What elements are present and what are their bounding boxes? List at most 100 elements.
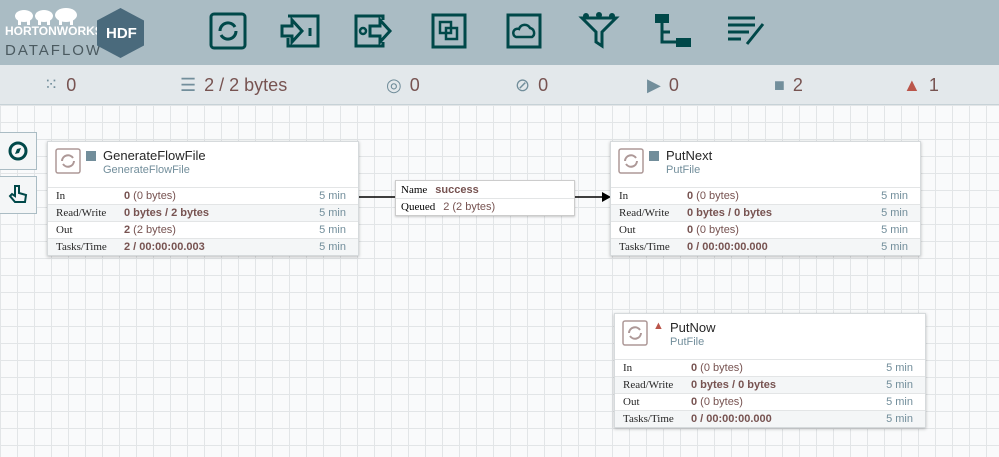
- stat-window: 5 min: [886, 396, 913, 408]
- warning-icon: ▲: [653, 320, 664, 332]
- input-port-icon[interactable]: [280, 10, 322, 52]
- brand-name: HORTONWORKS: [5, 24, 103, 38]
- stats-row: In 0 (0 bytes) 5 min: [611, 187, 920, 204]
- output-port-icon[interactable]: [353, 10, 395, 52]
- stats-row: In 0 (0 bytes) 5 min: [615, 359, 925, 376]
- processor-putnext[interactable]: PutNext PutFile In 0 (0 bytes) 5 min Read/Wri…: [610, 141, 921, 256]
- stat-label: In: [56, 190, 66, 202]
- processor-generateflowfile[interactable]: GenerateFlowFile GenerateFlowFile In 0 (0 b…: [47, 141, 359, 256]
- stat-label: In: [623, 362, 633, 374]
- stat-size: (0 bytes): [693, 224, 739, 236]
- stat-count: 0: [124, 190, 131, 202]
- processor-name: GenerateFlowFile: [103, 148, 206, 163]
- stat-window: 5 min: [881, 224, 908, 236]
- stat-count: 2: [124, 224, 131, 236]
- hdf-badge: HDF: [97, 8, 144, 58]
- stat-window: 5 min: [881, 207, 908, 219]
- stats-row: Out 0 (0 bytes) 5 min: [611, 221, 920, 238]
- stats-row: Out 0 (0 bytes) 5 min: [615, 393, 925, 410]
- processor-name: PutNext: [666, 148, 713, 163]
- stat-label: Read/Write: [56, 207, 107, 219]
- processor-name: PutNow: [670, 320, 716, 335]
- connection-name: success: [435, 183, 479, 196]
- stop-icon: ■: [774, 74, 785, 95]
- stat-value: 2 / 00:00:00.003: [124, 241, 319, 253]
- stat-window: 5 min: [886, 362, 913, 374]
- processor-type: PutFile: [670, 336, 705, 348]
- stat-value: 0 / 00:00:00.000: [691, 413, 886, 425]
- stat-value: 0 (0 bytes): [124, 190, 319, 202]
- processor-putnow[interactable]: ▲ PutNow PutFile In 0 (0 bytes) 5 min Read/Wri…: [614, 313, 926, 428]
- stat-label: Tasks/Time: [619, 241, 670, 253]
- stat-value: 0 (0 bytes): [687, 190, 881, 202]
- list-icon: ☰: [180, 74, 197, 95]
- stat-size: (2 bytes): [130, 224, 176, 236]
- stat-count: 0: [691, 396, 698, 408]
- status-value: 0: [538, 74, 549, 95]
- template-icon[interactable]: [652, 10, 694, 52]
- stat-size: (0 bytes): [693, 190, 739, 202]
- header: HORTONWORKS DATAFLOW HDF: [0, 0, 999, 65]
- label-icon[interactable]: [725, 10, 767, 52]
- stat-value: 0 (0 bytes): [687, 224, 881, 236]
- stat-value: 0 (0 bytes): [691, 362, 886, 374]
- stopped-icon: [86, 151, 96, 161]
- stat-size: (0 bytes): [697, 396, 743, 408]
- stat-label: Tasks/Time: [623, 413, 674, 425]
- stats-row: In 0 (0 bytes) 5 min: [48, 187, 358, 204]
- product-name: DATAFLOW: [5, 42, 103, 59]
- status-queued: ☰ 2 / 2 bytes: [180, 74, 287, 96]
- stat-value: 0 / 00:00:00.000: [687, 241, 881, 253]
- stats-row: Read/Write 0 bytes / 0 bytes 5 min: [611, 204, 920, 221]
- processor-icon: [618, 148, 644, 174]
- status-value: 0: [668, 74, 679, 95]
- stat-count: 0: [687, 224, 694, 236]
- remote-process-group-icon[interactable]: [503, 10, 545, 52]
- warning-icon: ▲: [903, 74, 921, 95]
- funnel-icon[interactable]: [578, 10, 620, 52]
- connection-name-label: Name: [401, 183, 428, 196]
- status-value: 2: [792, 74, 803, 95]
- target-slash-icon: ⊘: [515, 74, 531, 95]
- stats-row: Tasks/Time 2 / 00:00:00.003 5 min: [48, 238, 358, 255]
- operate-button[interactable]: [0, 176, 37, 214]
- stat-count: 0 bytes / 0 bytes: [691, 379, 776, 391]
- elephants-logo-icon: [15, 8, 77, 25]
- stat-size: (0 bytes): [130, 190, 176, 202]
- stat-label: Out: [56, 224, 73, 236]
- connection-queued: 2 (2 bytes): [443, 201, 496, 213]
- status-transmitting-remote: ◎ 0: [386, 74, 420, 96]
- stat-count: 0 bytes / 0 bytes: [687, 207, 772, 219]
- stats-row: Read/Write 0 bytes / 0 bytes 5 min: [615, 376, 925, 393]
- stat-value: 0 bytes / 0 bytes: [691, 379, 886, 391]
- play-icon: ▶: [647, 74, 661, 95]
- stats-row: Out 2 (2 bytes) 5 min: [48, 221, 358, 238]
- stat-count: 0: [687, 190, 694, 202]
- connection-queued-label: Queued: [401, 201, 436, 213]
- stat-window: 5 min: [886, 379, 913, 391]
- hdf-badge-label: HDF: [106, 25, 137, 42]
- navigate-button[interactable]: [0, 132, 37, 170]
- status-not-transmitting: ⊘ 0: [515, 74, 548, 96]
- stat-label: Out: [619, 224, 636, 236]
- stat-value: 0 bytes / 0 bytes: [687, 207, 881, 219]
- stat-size: (0 bytes): [697, 362, 743, 374]
- processor-icon[interactable]: [207, 10, 249, 52]
- stat-count: 2 / 00:00:00.003: [124, 241, 205, 253]
- connection-label[interactable]: Name success Queued 2 (2 bytes): [395, 180, 575, 216]
- stat-label: Read/Write: [623, 379, 674, 391]
- stat-count: 0 / 00:00:00.000: [687, 241, 768, 253]
- status-stopped: ■ 2: [774, 74, 803, 96]
- processor-icon: [55, 148, 81, 174]
- status-value: 0: [409, 74, 420, 95]
- processor-icon: [622, 320, 648, 346]
- grid-dots-icon: ⁙: [44, 75, 59, 94]
- stat-window: 5 min: [319, 224, 346, 236]
- compass-icon: [8, 141, 28, 161]
- stat-value: 0 (0 bytes): [691, 396, 886, 408]
- status-value: 2 / 2 bytes: [204, 74, 288, 95]
- stats-row: Tasks/Time 0 / 00:00:00.000 5 min: [611, 238, 920, 255]
- stat-window: 5 min: [319, 207, 346, 219]
- process-group-icon[interactable]: [428, 10, 470, 52]
- stat-count: 0: [691, 362, 698, 374]
